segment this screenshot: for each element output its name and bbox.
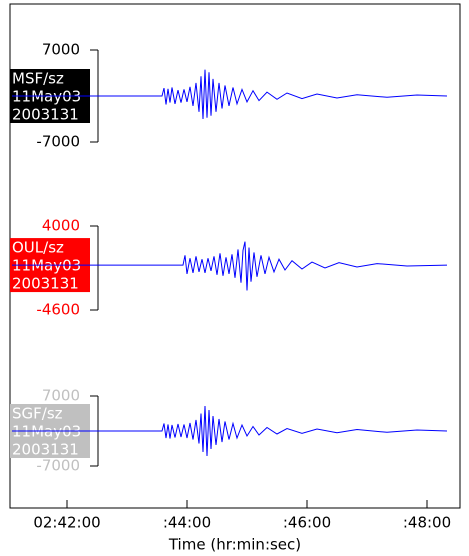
station-label: 2003131 — [12, 441, 79, 459]
waveform — [12, 405, 448, 457]
station-label: MSF/sz — [12, 70, 64, 88]
x-tick-label: :46:00 — [283, 514, 331, 532]
y-tick-label: 7000 — [42, 387, 80, 405]
waveform — [12, 241, 448, 291]
x-tick-label: 02:42:00 — [33, 514, 100, 532]
waveform — [12, 69, 448, 120]
y-tick-label: -4600 — [36, 301, 80, 319]
y-tick-label: 4000 — [42, 217, 80, 235]
x-tick-label: :44:00 — [163, 514, 211, 532]
x-axis-label: Time (hr:min:sec) — [168, 536, 301, 554]
y-tick-label: -7000 — [36, 457, 80, 475]
y-tick-label: 7000 — [42, 41, 80, 59]
x-tick-label: :48:00 — [403, 514, 451, 532]
y-tick-label: -7000 — [36, 133, 80, 151]
station-label: 2003131 — [12, 275, 79, 293]
station-label: OUL/sz — [12, 239, 64, 257]
station-label: 2003131 — [12, 106, 79, 124]
station-label: SGF/sz — [12, 405, 63, 423]
